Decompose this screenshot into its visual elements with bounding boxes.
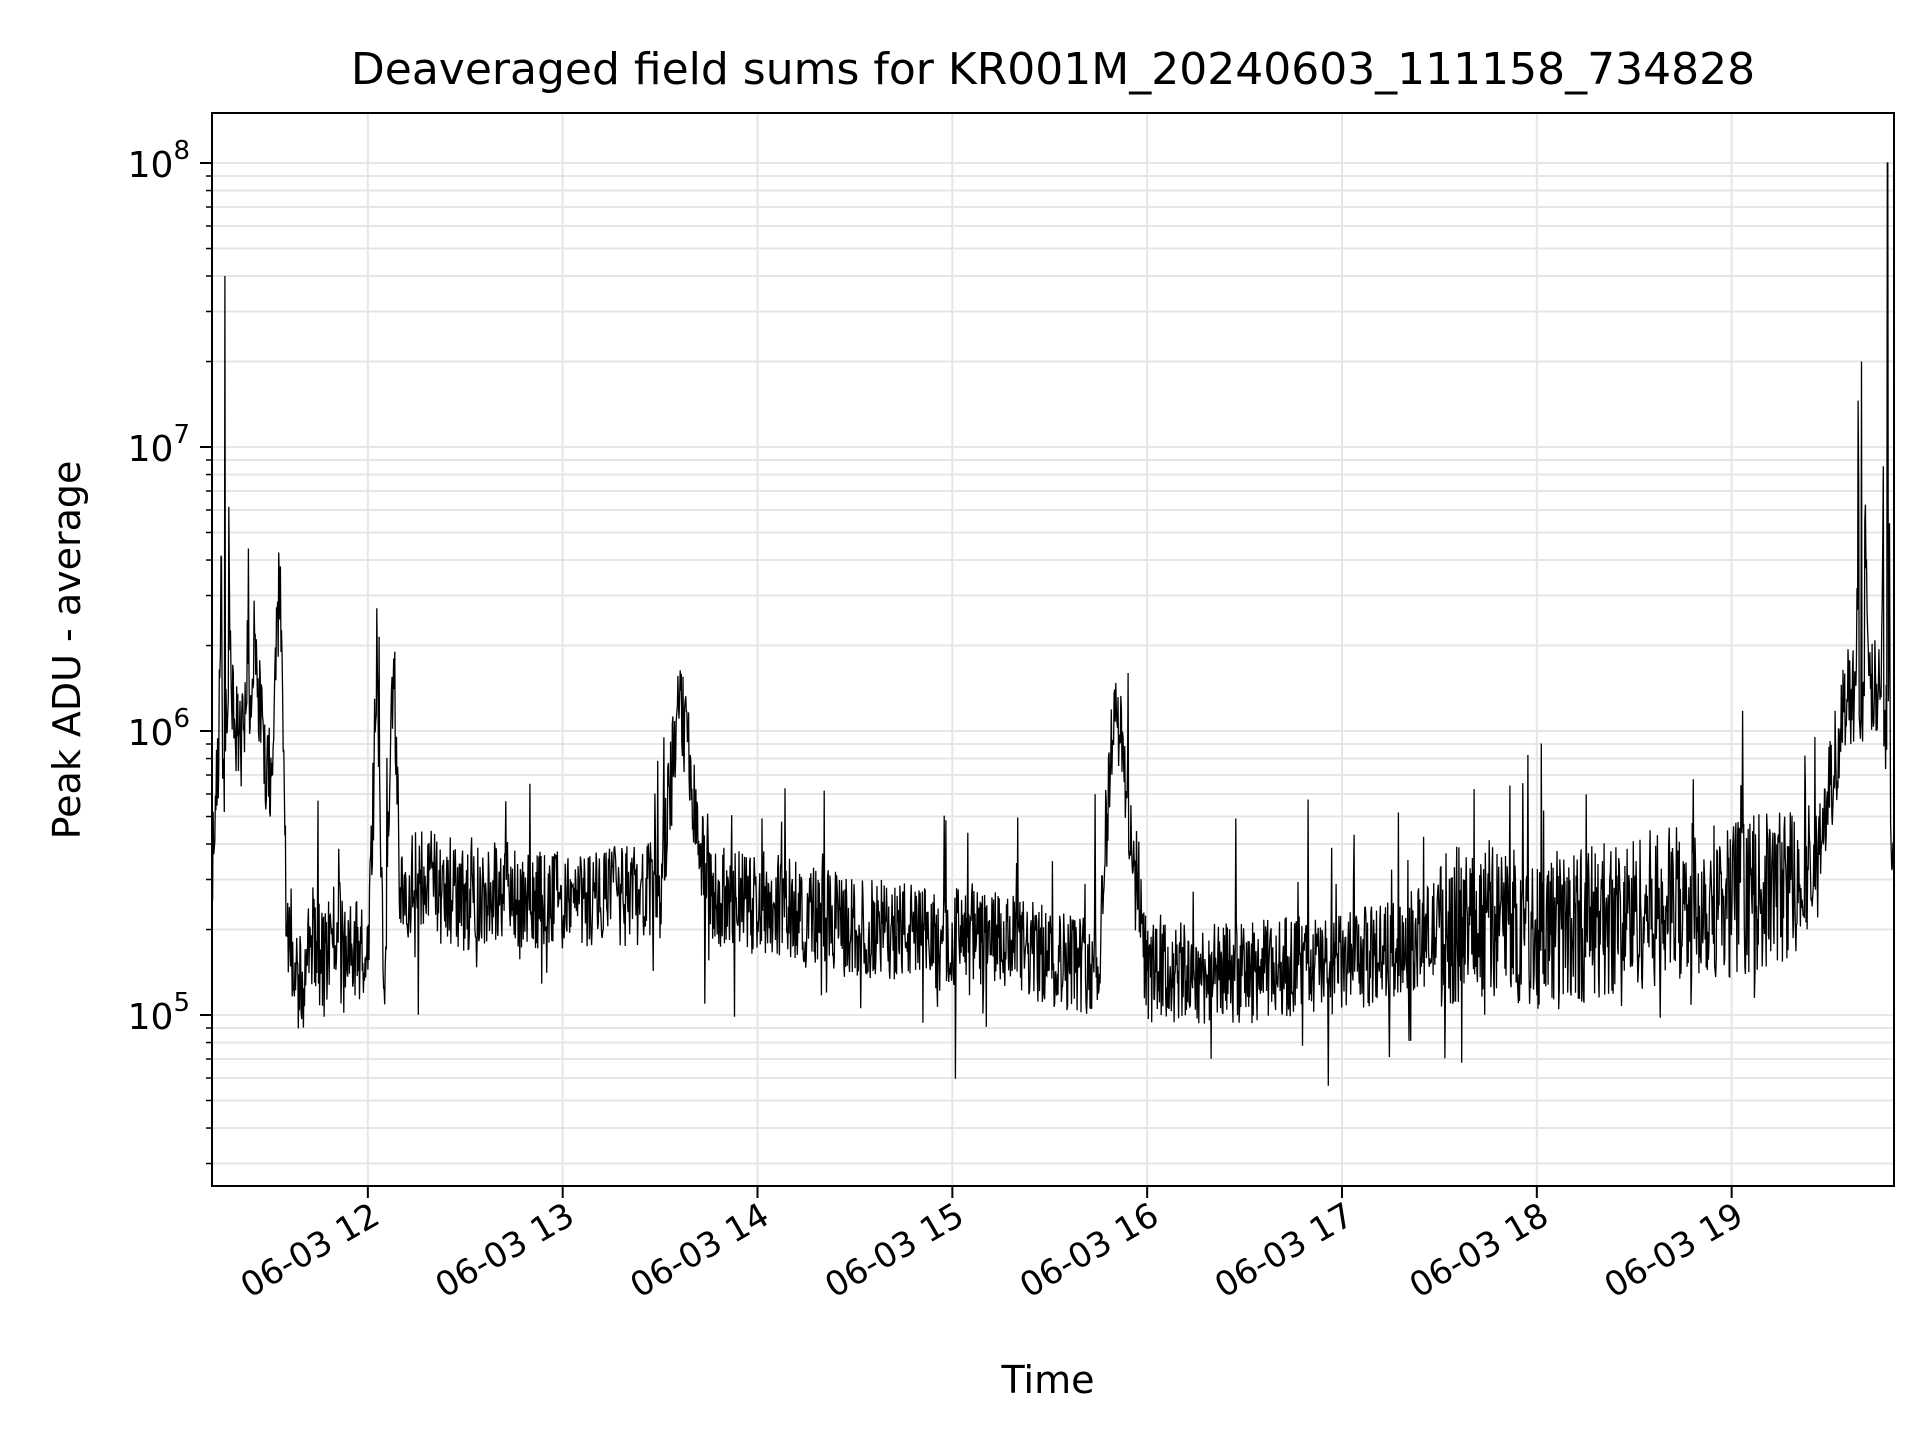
y-tick-base: 10: [128, 429, 174, 470]
y-tick-label: 107: [128, 420, 190, 470]
y-tick-exponent: 8: [173, 136, 190, 166]
series-path: [211, 162, 1895, 1086]
series-line: [211, 162, 1895, 1086]
y-tick-label: 106: [128, 704, 190, 754]
y-tick-exponent: 5: [173, 988, 190, 1018]
y-tick-label: 108: [128, 136, 190, 186]
y-tick-base: 10: [128, 997, 174, 1038]
y-tick-exponent: 7: [173, 420, 190, 450]
chart-title: Deaveraged field sums for KR001M_2024060…: [351, 44, 1755, 95]
y-tick-label: 105: [128, 988, 190, 1038]
x-axis-label: Time: [1001, 1358, 1095, 1402]
y-tick-base: 10: [128, 145, 174, 186]
plot-frame: [211, 112, 1895, 1187]
y-tick-base: 10: [128, 713, 174, 754]
y-axis-label: Peak ADU - average: [45, 461, 89, 840]
y-tick-exponent: 6: [173, 704, 190, 734]
grid-lines: [212, 113, 1894, 1186]
